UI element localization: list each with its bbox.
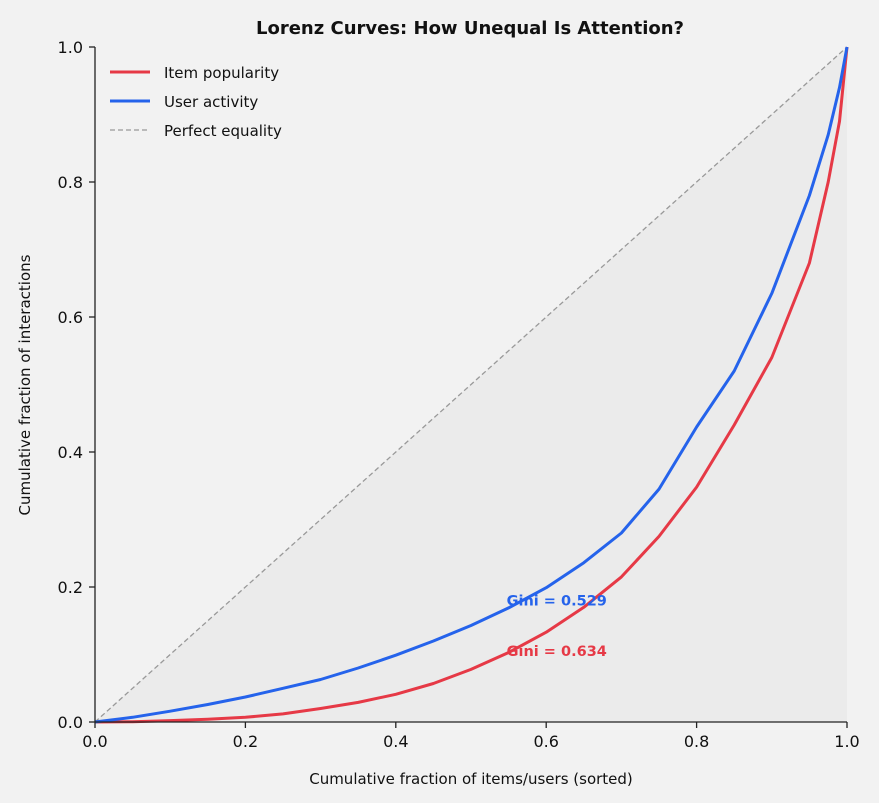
gini-annotation: Gini = 0.634 xyxy=(507,644,607,660)
gini-annotation: Gini = 0.529 xyxy=(507,594,607,610)
x-axis-label: Cumulative fraction of items/users (sort… xyxy=(309,770,633,788)
chart-title: Lorenz Curves: How Unequal Is Attention? xyxy=(256,18,684,39)
y-tick-label: 0.4 xyxy=(58,443,83,462)
y-axis-label: Cumulative fraction of interactions xyxy=(16,254,34,515)
y-tick-label: 0.0 xyxy=(58,713,83,732)
x-tick-label: 1.0 xyxy=(834,732,859,751)
x-tick-label: 0.8 xyxy=(684,732,709,751)
x-tick-label: 0.6 xyxy=(533,732,558,751)
y-tick-label: 0.8 xyxy=(58,173,83,192)
axes xyxy=(94,47,847,723)
legend: Item popularity User activity Perfect equa… xyxy=(110,64,282,140)
series-line-perfect-equality xyxy=(94,46,848,723)
x-tick-label: 0.4 xyxy=(383,732,408,751)
y-tick-label: 1.0 xyxy=(58,38,83,57)
y-tick-label: 0.6 xyxy=(58,308,83,327)
series-line-user-activity xyxy=(94,46,849,724)
legend-label: Perfect equality xyxy=(164,122,282,140)
legend-label: Item popularity xyxy=(164,64,279,82)
x-tick-label: 0.0 xyxy=(82,732,107,751)
legend-label: User activity xyxy=(164,93,258,111)
y-tick-label: 0.2 xyxy=(58,578,83,597)
x-tick-label: 0.2 xyxy=(233,732,258,751)
series-line-item-popularity xyxy=(94,46,849,724)
